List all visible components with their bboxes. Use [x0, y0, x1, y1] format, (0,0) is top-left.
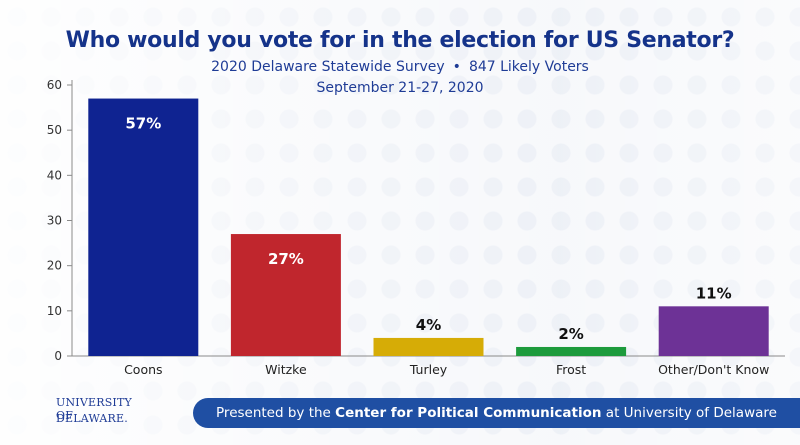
- logo-line-2: DELAWARE.: [56, 412, 128, 425]
- footer-org: Center for Political Communication: [335, 405, 602, 421]
- sample-size: 847 Likely Voters: [468, 59, 589, 75]
- y-tick-label: 60: [47, 78, 62, 92]
- footer-prefix: Presented by the: [216, 405, 336, 421]
- y-tick-label: 10: [47, 304, 62, 318]
- subtitle-separator: •: [452, 59, 461, 75]
- chart-title: Who would you vote for in the election f…: [65, 28, 735, 53]
- category-label: Other/Don't Know: [658, 362, 769, 377]
- data-label: 11%: [696, 284, 732, 302]
- y-tick-label: 20: [47, 259, 62, 273]
- y-tick-label: 30: [47, 214, 62, 228]
- y-tick-label: 40: [47, 168, 62, 182]
- survey-name: 2020 Delaware Statewide Survey: [211, 59, 445, 75]
- category-label: Witzke: [265, 362, 307, 377]
- category-label: Frost: [556, 362, 586, 377]
- y-tick-label: 50: [47, 123, 62, 137]
- bar: [88, 98, 199, 357]
- survey-dates: September 21-27, 2020: [316, 80, 484, 96]
- logo-line-1: UNIVERSITY OF: [56, 396, 132, 422]
- bar: [658, 306, 769, 356]
- data-label: 2%: [558, 325, 583, 343]
- data-label: 4%: [416, 316, 441, 334]
- y-tick-label: 0: [54, 349, 62, 363]
- data-label: 57%: [125, 115, 161, 133]
- category-label: Coons: [124, 362, 162, 377]
- category-label: Turley: [409, 362, 448, 377]
- bar: [516, 346, 627, 356]
- chart-subtitle: 2020 Delaware Statewide Survey • 847 Likel…: [0, 59, 800, 75]
- data-label: 27%: [268, 250, 304, 268]
- bar: [373, 337, 484, 356]
- footer-suffix: at University of Delaware: [601, 405, 777, 421]
- bar: [230, 234, 341, 356]
- footer-banner: Presented by the Center for Political Co…: [193, 398, 800, 428]
- university-logo: UNIVERSITY OF DELAWARE.: [38, 392, 138, 432]
